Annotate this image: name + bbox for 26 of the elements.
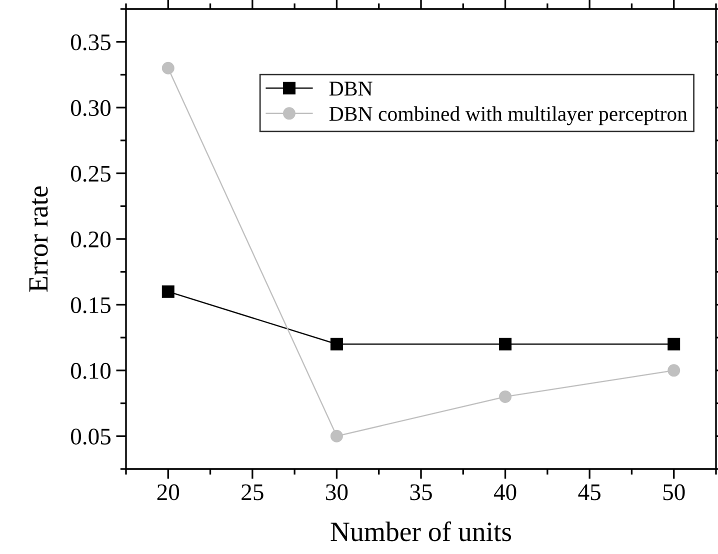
point	[330, 430, 343, 442]
point	[162, 62, 174, 74]
x-tick-label: 40	[494, 484, 516, 500]
x-tick-label: 20	[157, 484, 180, 500]
point	[499, 390, 512, 403]
point	[162, 285, 174, 298]
y-tick-label: 0.05	[70, 428, 110, 445]
x-tick-label: 30	[326, 484, 348, 500]
x-tick-label: 45	[578, 484, 600, 500]
y-tick-label: 0.25	[70, 166, 110, 182]
y-tick-label: 0.20	[70, 231, 111, 248]
x-tick-label: 50	[663, 484, 685, 500]
y-axis-title: Error rate	[29, 186, 48, 292]
point	[668, 364, 680, 377]
x-axis-title: Number of units	[330, 521, 512, 542]
legend-label: DBN combined with multilayer perceptron	[329, 106, 688, 126]
y-tick-label: 0.15	[70, 297, 110, 314]
y-tick-label: 0.30	[70, 100, 111, 116]
x-tick-label: 35	[410, 484, 432, 500]
legend-label: DBN	[329, 82, 372, 96]
point	[668, 338, 680, 350]
point	[499, 338, 512, 350]
y-tick-label: 0.10	[70, 362, 111, 379]
y-tick-label: 0.35	[70, 34, 110, 50]
x-tick-label: 25	[242, 484, 264, 500]
point	[330, 338, 343, 350]
